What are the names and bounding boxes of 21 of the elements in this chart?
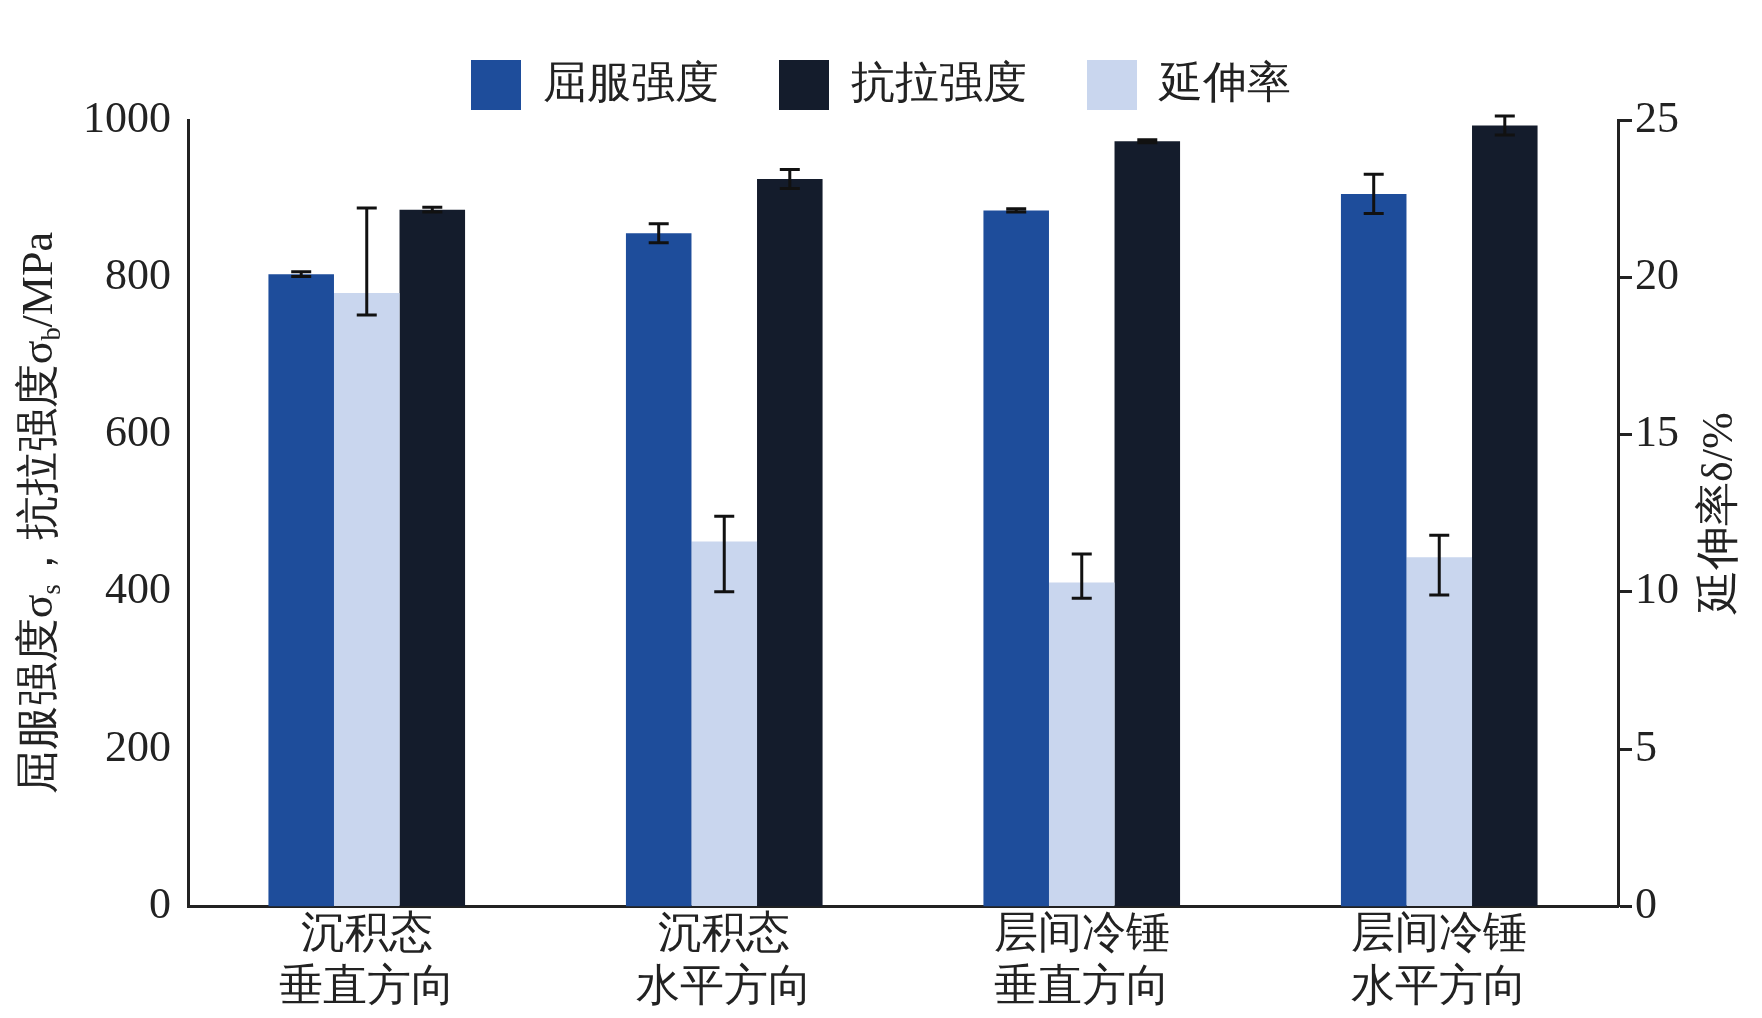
y-axis-title: 屈服强度σs，抗拉强度σb/MPa	[12, 232, 67, 795]
x-tick-label: 层间冷锤垂直方向	[993, 908, 1170, 1011]
legend-label: 屈服强度	[543, 57, 719, 107]
y-tick-label: 600	[105, 407, 171, 457]
y2-tick-label: 10	[1635, 564, 1679, 614]
x-tick-label: 层间冷锤水平方向	[1351, 908, 1528, 1011]
x-tick-label: 沉积态垂直方向	[278, 908, 455, 1011]
y-tick-label: 400	[105, 564, 171, 614]
y2-tick-label: 5	[1635, 721, 1657, 771]
y2-tick-label: 15	[1635, 407, 1679, 457]
y-tick-label: 800	[105, 249, 171, 299]
y2-axis-title: 延伸率δ/%	[1692, 412, 1742, 615]
legend-label: 抗拉强度	[851, 57, 1027, 107]
legend-label: 延伸率	[1158, 57, 1291, 107]
y-tick-label: 0	[149, 878, 171, 928]
y2-tick-label: 25	[1635, 92, 1679, 142]
y2-tick-label: 0	[1635, 878, 1657, 928]
y-tick-label: 1000	[83, 92, 171, 142]
y-tick-label: 200	[105, 721, 171, 771]
y2-tick-label: 20	[1635, 249, 1679, 299]
x-tick-label: 沉积态水平方向	[636, 908, 813, 1011]
